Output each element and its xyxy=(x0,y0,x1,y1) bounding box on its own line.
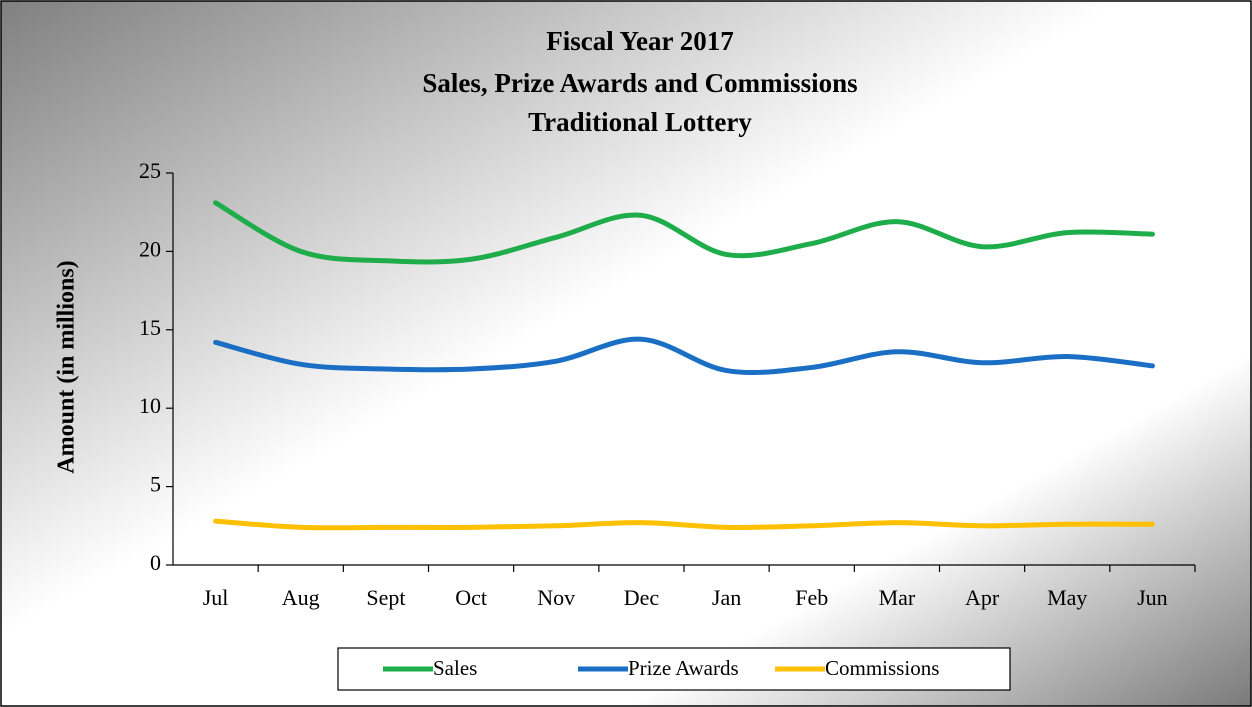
x-tick-label: Mar xyxy=(879,585,916,610)
x-tick-label: Nov xyxy=(537,585,575,610)
x-tick-label: Jun xyxy=(1137,585,1168,610)
chart-title: Sales, Prize Awards and Commissions xyxy=(422,68,857,98)
y-tick-label: 0 xyxy=(150,550,161,575)
legend-label: Sales xyxy=(433,656,477,680)
line-series xyxy=(213,518,1155,531)
chart-title: Fiscal Year 2017 xyxy=(546,26,733,56)
x-tick-label: Feb xyxy=(795,585,828,610)
x-tick-label: Jul xyxy=(203,585,229,610)
x-tick-label: Aug xyxy=(282,585,320,610)
y-tick-label: 10 xyxy=(139,393,161,418)
y-tick-label: 5 xyxy=(150,472,161,497)
x-tick-label: May xyxy=(1047,585,1087,610)
y-tick-label: 25 xyxy=(139,158,161,183)
y-axis-label: Amount (in millions) xyxy=(54,260,80,473)
x-tick-label: Apr xyxy=(965,585,1000,610)
legend xyxy=(337,647,1011,691)
line-series xyxy=(213,336,1155,376)
legend-label: Prize Awards xyxy=(628,656,739,680)
x-tick-label: Jan xyxy=(712,585,741,610)
y-tick-label: 20 xyxy=(139,236,161,261)
y-tick-label: 15 xyxy=(139,315,161,340)
x-tick-label: Dec xyxy=(624,585,660,610)
legend-label: Commissions xyxy=(825,656,939,680)
line-series xyxy=(213,200,1155,265)
x-tick-label: Oct xyxy=(455,585,487,610)
chart-title: Traditional Lottery xyxy=(528,107,752,137)
x-tick-label: Sept xyxy=(366,585,405,610)
